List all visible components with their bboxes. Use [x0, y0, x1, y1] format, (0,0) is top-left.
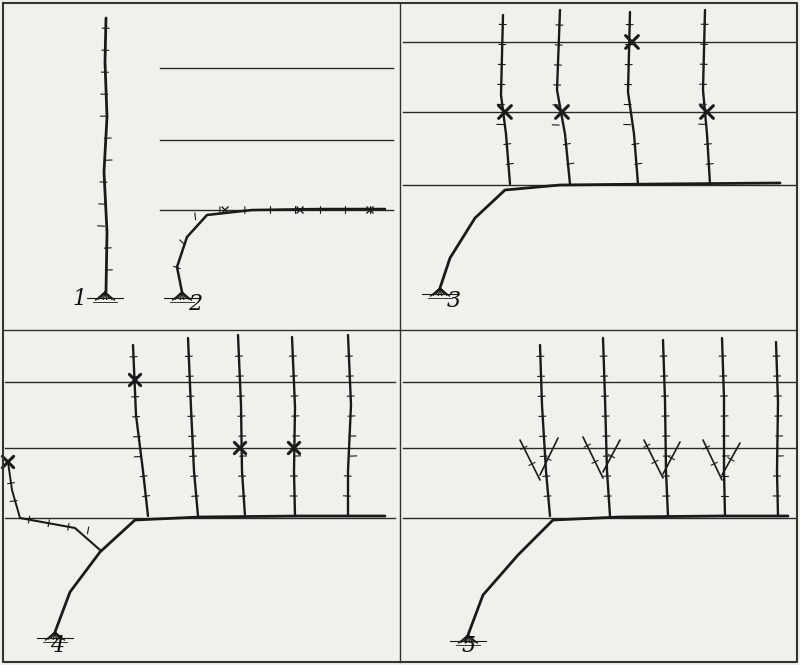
Text: 1: 1 — [72, 288, 86, 310]
Text: 2: 2 — [188, 293, 202, 315]
Text: 4: 4 — [50, 635, 64, 657]
Text: 5: 5 — [462, 635, 476, 657]
Text: 3: 3 — [447, 290, 461, 312]
